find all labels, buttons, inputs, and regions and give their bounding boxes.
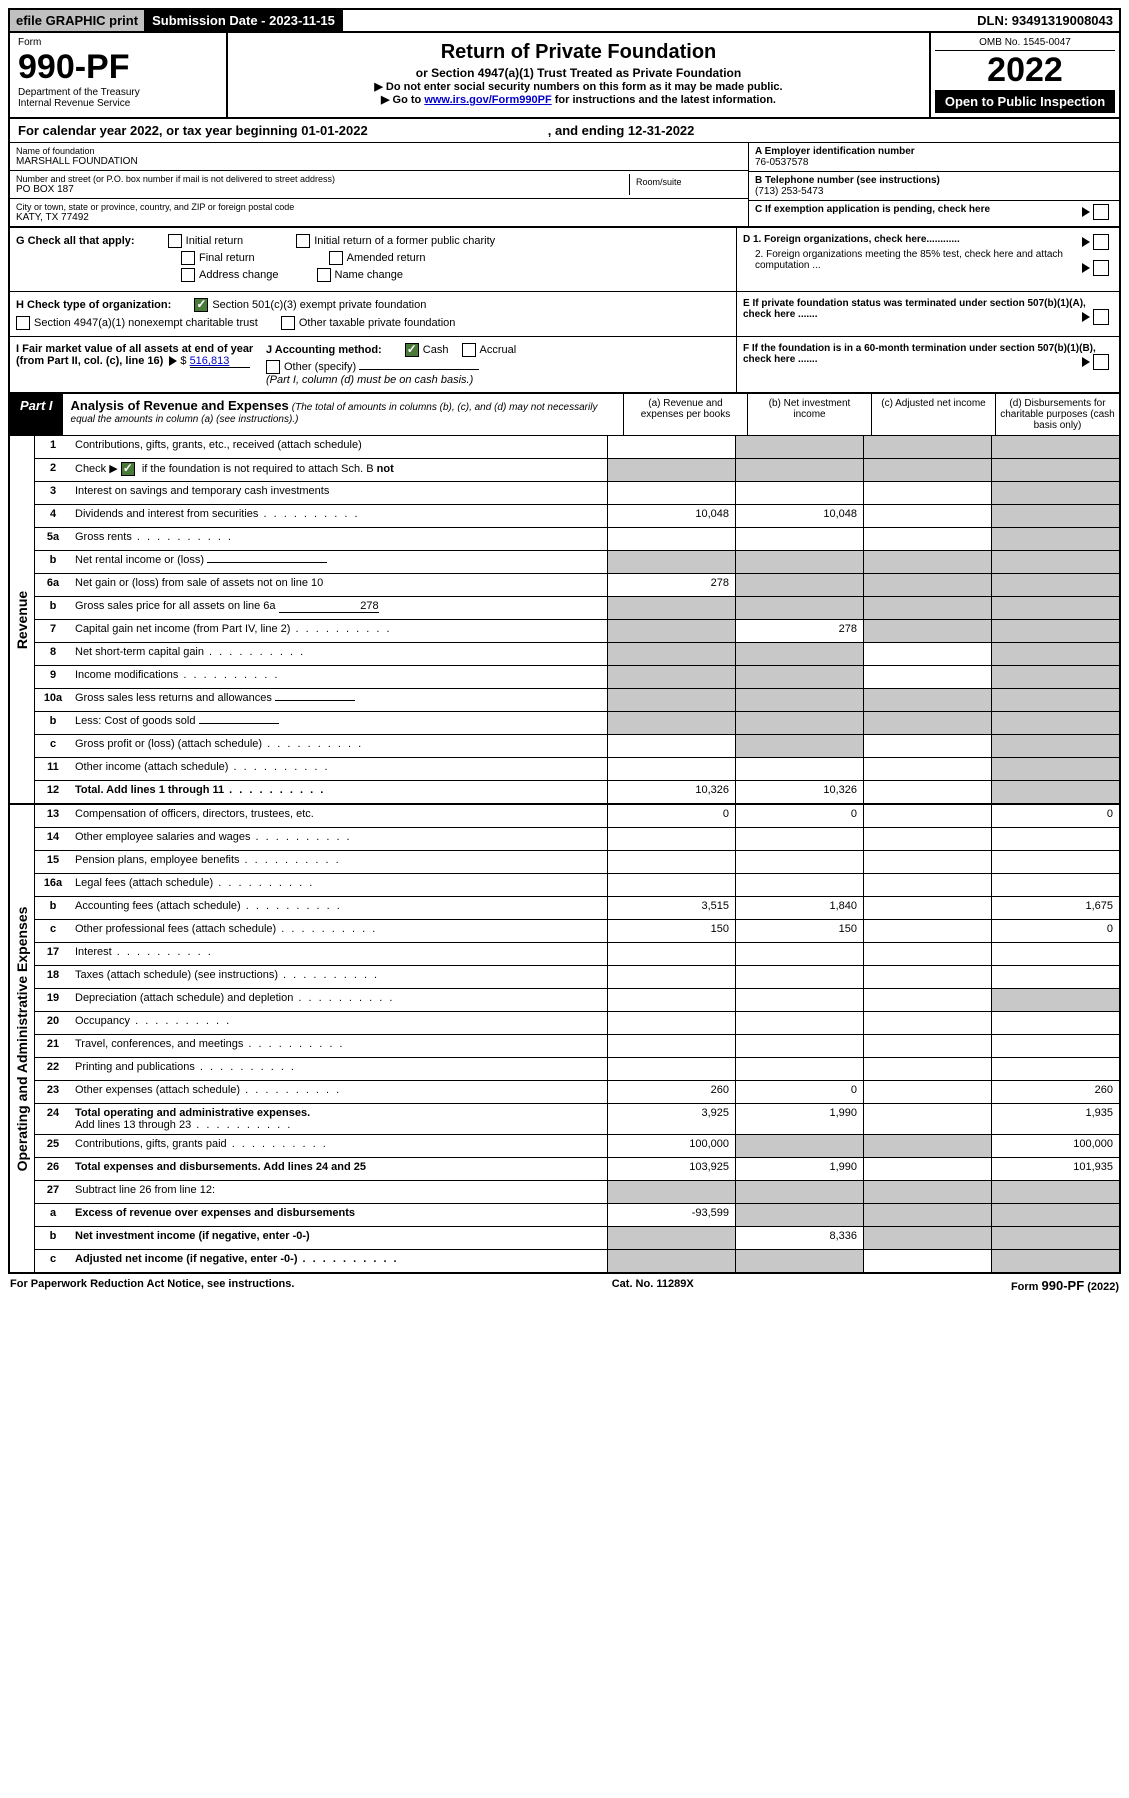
part1-label: Part I [10, 394, 63, 435]
form-subtitle: or Section 4947(a)(1) Trust Treated as P… [234, 66, 923, 80]
arrow-icon [1082, 263, 1090, 273]
irs: Internal Revenue Service [18, 98, 218, 109]
revenue-table: Revenue 1Contributions, gifts, grants, e… [8, 436, 1121, 805]
j-cash-checkbox[interactable] [405, 343, 419, 357]
col-a-head: (a) Revenue and expenses per books [623, 394, 747, 435]
f-checkbox[interactable] [1093, 354, 1109, 370]
revenue-side-label: Revenue [10, 436, 35, 803]
form-header: Form 990-PF Department of the Treasury I… [8, 33, 1121, 119]
j-other-checkbox[interactable] [266, 360, 280, 374]
ein-cell: A Employer identification number 76-0537… [749, 143, 1119, 172]
form-title: Return of Private Foundation [234, 41, 923, 64]
arrow-icon [1082, 312, 1090, 322]
g-d-row: G Check all that apply: Initial return I… [8, 228, 1121, 292]
i-j-f-row: I Fair market value of all assets at end… [8, 337, 1121, 394]
j-accrual-checkbox[interactable] [462, 343, 476, 357]
city: KATY, TX 77492 [16, 212, 742, 223]
note-link: ▶ Go to www.irs.gov/Form990PF for instru… [234, 93, 923, 106]
omb: OMB No. 1545-0047 [935, 37, 1115, 51]
h-other-taxable-checkbox[interactable] [281, 316, 295, 330]
footer-left: For Paperwork Reduction Act Notice, see … [10, 1278, 294, 1293]
header-mid: Return of Private Foundation or Section … [228, 33, 929, 117]
fmv-link[interactable]: 516,813 [190, 355, 250, 368]
address: PO BOX 187 [16, 184, 629, 195]
part1-header: Part I Analysis of Revenue and Expenses … [8, 394, 1121, 436]
ein: 76-0537578 [755, 157, 1113, 168]
expenses-side-label: Operating and Administrative Expenses [10, 805, 35, 1272]
efile-label: efile GRAPHIC print [10, 10, 146, 31]
dept: Department of the Treasury [18, 87, 218, 98]
d2-checkbox[interactable] [1093, 260, 1109, 276]
col-b-head: (b) Net investment income [747, 394, 871, 435]
h-e-row: H Check type of organization: Section 50… [8, 292, 1121, 337]
schb-checkbox[interactable] [121, 462, 135, 476]
form990pf-link[interactable]: www.irs.gov/Form990PF [424, 94, 551, 106]
city-cell: City or town, state or province, country… [10, 199, 748, 226]
arrow-icon [1082, 357, 1090, 367]
cal-year-a: For calendar year 2022, or tax year begi… [18, 123, 368, 138]
i-j-section: I Fair market value of all assets at end… [10, 337, 736, 392]
phone-cell: B Telephone number (see instructions) (7… [749, 172, 1119, 201]
col-d-head: (d) Disbursements for charitable purpose… [995, 394, 1119, 435]
g-initial-public-checkbox[interactable] [296, 234, 310, 248]
calendar-year-row: For calendar year 2022, or tax year begi… [8, 119, 1121, 143]
address-row: Number and street (or P.O. box number if… [10, 171, 748, 199]
f-section: F If the foundation is in a 60-month ter… [736, 337, 1119, 392]
g-final-checkbox[interactable] [181, 251, 195, 265]
submission-date: Submission Date - 2023-11-15 [146, 10, 343, 31]
c-cell: C If exemption application is pending, c… [749, 201, 1119, 218]
arrow-icon [1082, 237, 1090, 247]
header-left: Form 990-PF Department of the Treasury I… [10, 33, 228, 117]
open-public: Open to Public Inspection [935, 90, 1115, 113]
dln: DLN: 93491319008043 [971, 10, 1119, 31]
page-footer: For Paperwork Reduction Act Notice, see … [8, 1274, 1121, 1297]
phone: (713) 253-5473 [755, 186, 1113, 197]
form-word: Form [18, 37, 218, 48]
h-section: H Check type of organization: Section 50… [10, 292, 736, 336]
g-amended-checkbox[interactable] [329, 251, 343, 265]
form-number: 990-PF [18, 48, 218, 87]
g-initial-checkbox[interactable] [168, 234, 182, 248]
d1-checkbox[interactable] [1093, 234, 1109, 250]
g-name-checkbox[interactable] [317, 268, 331, 282]
g-section: G Check all that apply: Initial return I… [10, 228, 736, 291]
d-section: D 1. Foreign organizations, check here..… [736, 228, 1119, 291]
part1-desc: Analysis of Revenue and Expenses (The to… [63, 394, 623, 435]
entity-info: Name of foundation MARSHALL FOUNDATION N… [8, 143, 1121, 228]
g-address-checkbox[interactable] [181, 268, 195, 282]
col-c-head: (c) Adjusted net income [871, 394, 995, 435]
footer-right: Form 990-PF (2022) [1011, 1278, 1119, 1293]
foundation-name: MARSHALL FOUNDATION [16, 156, 742, 167]
foundation-name-cell: Name of foundation MARSHALL FOUNDATION [10, 143, 748, 171]
footer-mid: Cat. No. 11289X [612, 1278, 694, 1293]
h-4947-checkbox[interactable] [16, 316, 30, 330]
tax-year: 2022 [935, 51, 1115, 90]
header-right: OMB No. 1545-0047 2022 Open to Public In… [929, 33, 1119, 117]
e-checkbox[interactable] [1093, 309, 1109, 325]
arrow-icon [1082, 207, 1090, 217]
note-ssn: ▶ Do not enter social security numbers o… [234, 80, 923, 93]
c-checkbox[interactable] [1093, 204, 1109, 220]
h-501c3-checkbox[interactable] [194, 298, 208, 312]
arrow-icon [169, 356, 177, 366]
room-label: Room/suite [636, 177, 736, 187]
cal-year-b: , and ending 12-31-2022 [548, 123, 695, 138]
e-section: E If private foundation status was termi… [736, 292, 1119, 336]
top-bar: efile GRAPHIC print Submission Date - 20… [8, 8, 1121, 33]
expenses-table: Operating and Administrative Expenses 13… [8, 805, 1121, 1274]
